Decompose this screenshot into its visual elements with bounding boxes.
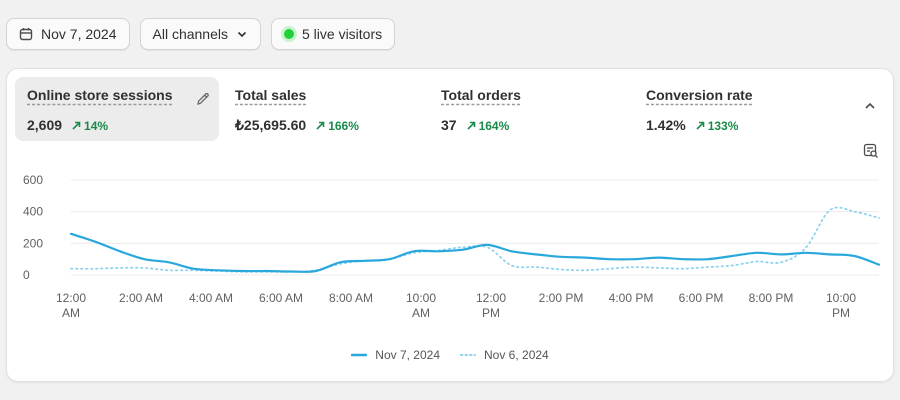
x-tick-label: 4:00 AM bbox=[189, 291, 233, 305]
x-tick-label: 12:00 PM bbox=[476, 291, 506, 320]
series-line-nov-6 bbox=[70, 206, 880, 273]
x-tick-label: 8:00 AM bbox=[329, 291, 373, 305]
x-tick-label: 8:00 PM bbox=[749, 291, 794, 305]
y-tick-label: 200 bbox=[23, 236, 43, 250]
x-tick-label: 12:00 AM bbox=[56, 291, 86, 320]
analytics-card: Online store sessions 2,609 14% Total sa… bbox=[6, 68, 894, 382]
date-label: Nov 7, 2024 bbox=[41, 26, 117, 42]
channels-label: All channels bbox=[152, 26, 229, 42]
x-tick-label: 2:00 PM bbox=[539, 291, 584, 305]
chart-legend: Nov 7, 2024 Nov 6, 2024 bbox=[7, 348, 893, 362]
calendar-icon bbox=[19, 27, 33, 41]
metric-value: 2,609 bbox=[27, 117, 63, 133]
chevron-down-icon bbox=[236, 28, 248, 40]
metric-label: Online store sessions bbox=[27, 87, 173, 103]
x-tick-label: 10:00 PM bbox=[826, 291, 856, 320]
arrow-up-right-icon bbox=[467, 121, 475, 130]
x-tick-label: 10:00 AM bbox=[406, 291, 436, 320]
metric-change: 164% bbox=[467, 119, 509, 133]
metric-value: 37 bbox=[441, 117, 457, 133]
y-tick-label: 600 bbox=[23, 173, 43, 187]
chevron-up-icon[interactable] bbox=[863, 99, 877, 118]
y-tick-label: 400 bbox=[23, 205, 43, 219]
metric-label: Total sales bbox=[235, 87, 307, 103]
magnify-table-icon[interactable] bbox=[863, 143, 879, 164]
live-status-dot bbox=[284, 29, 294, 39]
live-visitors-label: 5 live visitors bbox=[302, 26, 383, 42]
sessions-line-chart: 600 400 200 0 12:00 AM 2:00 AM 4:00 AM 6:00 AM 8… bbox=[23, 173, 881, 320]
pencil-icon[interactable] bbox=[195, 91, 211, 112]
toolbar: Nov 7, 2024 All channels 5 live visitors bbox=[6, 18, 396, 50]
metric-label: Total orders bbox=[441, 87, 521, 103]
metric-conversion-rate[interactable]: Conversion rate 1.42% 133% bbox=[634, 77, 834, 141]
metric-label: Conversion rate bbox=[646, 87, 753, 103]
legend-label: Nov 6, 2024 bbox=[484, 348, 549, 362]
metric-total-sales[interactable]: Total sales ₺25,695.60 166% bbox=[223, 77, 423, 141]
metric-change: 133% bbox=[696, 119, 738, 133]
legend-solid-swatch bbox=[351, 353, 368, 357]
arrow-up-right-icon bbox=[316, 121, 325, 130]
legend-item-nov-7[interactable]: Nov 7, 2024 bbox=[351, 348, 440, 362]
metric-sessions[interactable]: Online store sessions 2,609 14% bbox=[15, 77, 219, 141]
metric-change: 14% bbox=[72, 119, 108, 133]
x-tick-label: 6:00 PM bbox=[679, 291, 724, 305]
arrow-up-right-icon bbox=[72, 121, 81, 130]
metric-change: 166% bbox=[316, 119, 359, 133]
legend-item-nov-6[interactable]: Nov 6, 2024 bbox=[460, 348, 549, 362]
metric-value: 1.42% bbox=[646, 117, 686, 133]
series-line-nov-7 bbox=[69, 232, 881, 273]
live-visitors-button[interactable]: 5 live visitors bbox=[271, 18, 396, 50]
date-picker-button[interactable]: Nov 7, 2024 bbox=[6, 18, 130, 50]
metric-total-orders[interactable]: Total orders 37 164% bbox=[429, 77, 629, 141]
x-tick-label: 4:00 PM bbox=[609, 291, 654, 305]
arrow-up-right-icon bbox=[696, 121, 705, 130]
metric-value: ₺25,695.60 bbox=[235, 117, 307, 133]
legend-label: Nov 7, 2024 bbox=[375, 348, 440, 362]
y-tick-label: 0 bbox=[23, 268, 30, 282]
legend-dotted-swatch bbox=[460, 354, 476, 356]
channels-dropdown[interactable]: All channels bbox=[139, 18, 261, 50]
x-tick-label: 6:00 AM bbox=[259, 291, 303, 305]
x-tick-label: 2:00 AM bbox=[119, 291, 163, 305]
